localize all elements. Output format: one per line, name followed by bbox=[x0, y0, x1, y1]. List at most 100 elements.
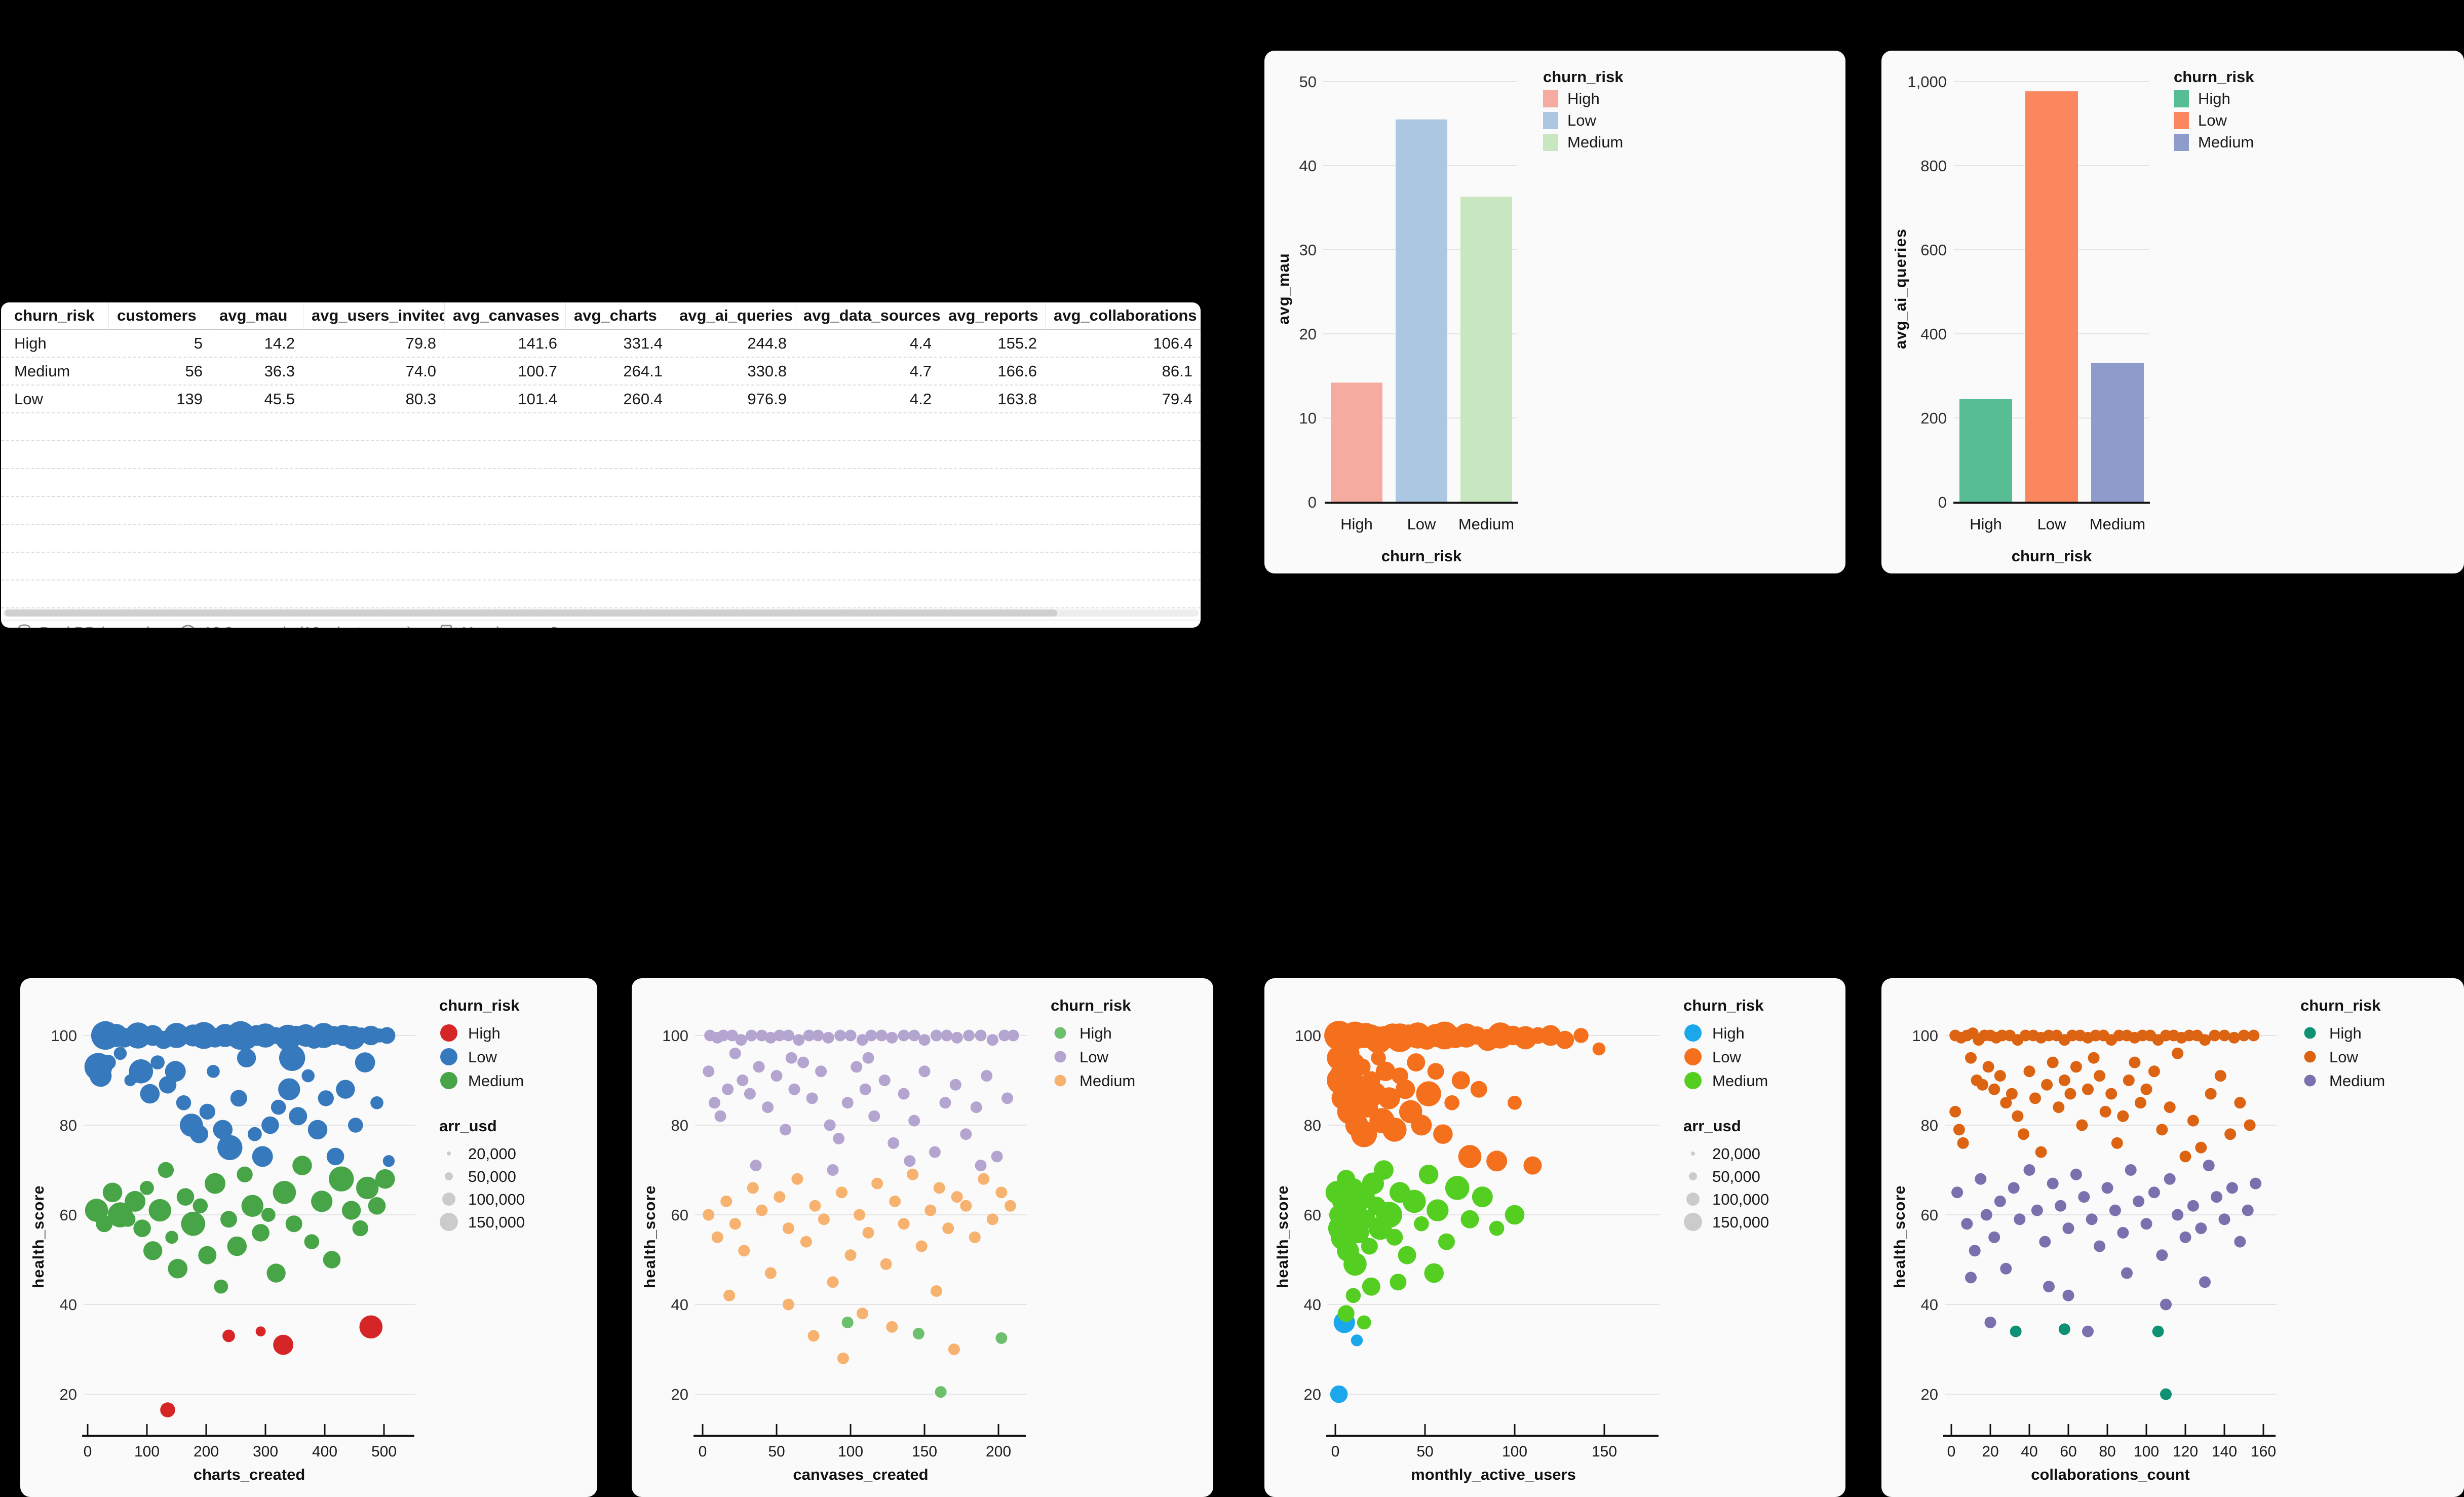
scatter-point-Medium[interactable] bbox=[2121, 1267, 2133, 1279]
scatter-point-Medium[interactable] bbox=[827, 1276, 839, 1288]
scatter-point-Low[interactable] bbox=[975, 1160, 987, 1172]
scatter-point-Low[interactable] bbox=[2218, 1029, 2230, 1042]
scatter-point-Medium[interactable] bbox=[273, 1181, 296, 1204]
bar-avg-mau[interactable]: 0 10 20 30 40 50 High Low Medium churn_risk avg_ma… bbox=[1264, 51, 1845, 573]
scatter-point-Low[interactable] bbox=[941, 1029, 953, 1042]
bar-avg-ai-queries[interactable]: 0 200 400 600 800 1,000 High Low Medium churn_ris… bbox=[1881, 51, 2464, 573]
scatter-point-Low[interactable] bbox=[125, 1022, 151, 1049]
scatter-point-Low[interactable] bbox=[1458, 1145, 1482, 1168]
scatter-point-Low[interactable] bbox=[908, 1115, 920, 1127]
scatter-point-Low[interactable] bbox=[248, 1127, 262, 1141]
scatter-point-Low[interactable] bbox=[279, 1045, 305, 1071]
scatter-point-Medium[interactable] bbox=[1988, 1231, 2000, 1243]
scatter-point-Medium[interactable] bbox=[220, 1211, 237, 1228]
scatter-point-Medium[interactable] bbox=[120, 1212, 136, 1227]
scatter-point-Medium[interactable] bbox=[2218, 1213, 2230, 1225]
scatter-point-Medium[interactable] bbox=[2199, 1276, 2211, 1288]
scatter-point-Medium[interactable] bbox=[2195, 1222, 2207, 1235]
legend-swatch-Low[interactable] bbox=[2174, 112, 2189, 129]
scatter-point-Low[interactable] bbox=[90, 1064, 112, 1087]
scatter-point-Medium[interactable] bbox=[854, 1209, 865, 1221]
scatter-point-Medium[interactable] bbox=[1975, 1173, 1987, 1185]
scatter-point-Medium[interactable] bbox=[1390, 1274, 1407, 1291]
scatter-point-Medium[interactable] bbox=[915, 1240, 928, 1252]
scatter-point-Low[interactable] bbox=[788, 1083, 800, 1095]
scatter-point-Low[interactable] bbox=[318, 1090, 334, 1106]
scatter-point-Medium[interactable] bbox=[1424, 1263, 1444, 1283]
scatter-point-Medium[interactable] bbox=[2023, 1164, 2035, 1176]
scatter-point-Medium[interactable] bbox=[836, 1186, 848, 1199]
scatter-point-Low[interactable] bbox=[986, 1034, 998, 1046]
legend-swatch-Medium[interactable] bbox=[1684, 1072, 1702, 1089]
scatter-point-Medium[interactable] bbox=[2094, 1240, 2106, 1252]
scatter-point-Low[interactable] bbox=[217, 1135, 243, 1160]
scatter-point-Low[interactable] bbox=[1540, 1025, 1561, 1046]
scatter-point-Low[interactable] bbox=[2205, 1088, 2217, 1100]
scatter-point-Low[interactable] bbox=[841, 1097, 854, 1109]
scatter-point-Medium[interactable] bbox=[889, 1195, 901, 1207]
legend-swatch-Low[interactable] bbox=[2304, 1051, 2316, 1063]
scatter-point-Medium[interactable] bbox=[871, 1177, 883, 1189]
scatter-point-Low[interactable] bbox=[918, 1065, 931, 1078]
scatter-point-High[interactable] bbox=[2160, 1388, 2172, 1400]
scatter-point-Low[interactable] bbox=[207, 1065, 220, 1078]
scatter-point-Medium[interactable] bbox=[1961, 1218, 1973, 1230]
scatter-point-Medium[interactable] bbox=[2039, 1236, 2051, 1248]
scatter-point-Low[interactable] bbox=[1395, 1079, 1415, 1099]
scatter-point-Medium[interactable] bbox=[782, 1222, 794, 1235]
scatter-point-Medium[interactable] bbox=[1969, 1245, 1981, 1257]
scatter-point-Low[interactable] bbox=[793, 1034, 805, 1046]
legend-swatch-High[interactable] bbox=[1684, 1024, 1702, 1042]
scatter-point-Medium[interactable] bbox=[181, 1211, 206, 1236]
scatter-point-Low[interactable] bbox=[729, 1047, 741, 1059]
scatter-point-Medium[interactable] bbox=[304, 1234, 320, 1249]
scatter-point-Medium[interactable] bbox=[2172, 1209, 2184, 1221]
scatter-point-Medium[interactable] bbox=[925, 1204, 937, 1216]
scatter-point-Low[interactable] bbox=[859, 1083, 871, 1095]
scatter-point-Medium[interactable] bbox=[2156, 1249, 2168, 1261]
scatter-point-Low[interactable] bbox=[261, 1116, 279, 1134]
scatter-point-Low[interactable] bbox=[878, 1074, 891, 1086]
scatter-point-Low[interactable] bbox=[868, 1110, 880, 1122]
scatter-point-Low[interactable] bbox=[2035, 1146, 2047, 1158]
scatter-point-Low[interactable] bbox=[2105, 1088, 2118, 1100]
scatter-point-Low[interactable] bbox=[382, 1155, 395, 1167]
scatter-point-Low[interactable] bbox=[213, 1120, 233, 1140]
legend-swatch-Medium[interactable] bbox=[2304, 1074, 2316, 1087]
scatter-point-Low[interactable] bbox=[981, 1070, 993, 1082]
scatter-point-Low[interactable] bbox=[1411, 1115, 1432, 1136]
scatter-point-Medium[interactable] bbox=[1361, 1238, 1378, 1255]
scatter-point-Medium[interactable] bbox=[862, 1226, 874, 1239]
scatter-point-Low[interactable] bbox=[176, 1095, 191, 1110]
scatter-point-Low[interactable] bbox=[2053, 1101, 2065, 1114]
scatter-point-Medium[interactable] bbox=[140, 1181, 154, 1195]
scatter-point-Low[interactable] bbox=[735, 1034, 747, 1046]
scatter-point-Medium[interactable] bbox=[711, 1231, 723, 1243]
scatter-point-Low[interactable] bbox=[2000, 1097, 2012, 1109]
scatter-point-Medium[interactable] bbox=[341, 1201, 361, 1220]
bar-High[interactable] bbox=[1331, 382, 1382, 502]
scatter-point-Low[interactable] bbox=[904, 1155, 916, 1167]
scatter-point-Low[interactable] bbox=[1592, 1042, 1606, 1056]
scatter-point-Low[interactable] bbox=[336, 1080, 355, 1099]
scatter-point-Medium[interactable] bbox=[1337, 1305, 1355, 1322]
scatter-point-Low[interactable] bbox=[1002, 1092, 1013, 1104]
scatter-point-Low[interactable] bbox=[951, 1031, 963, 1044]
scatter-point-Low[interactable] bbox=[963, 1029, 975, 1042]
scatter-point-Medium[interactable] bbox=[375, 1169, 395, 1189]
bar-Medium[interactable] bbox=[2091, 363, 2144, 502]
scatter-point-Low[interactable] bbox=[1486, 1150, 1508, 1172]
scatter-point-Low[interactable] bbox=[2134, 1097, 2146, 1109]
scatter-point-Medium[interactable] bbox=[198, 1246, 217, 1264]
table-row[interactable]: High 5 14.2 79.8 141.6 331.4 244.8 4.4 155.2 106.… bbox=[1, 330, 1201, 358]
scatter-point-High[interactable] bbox=[273, 1334, 293, 1355]
scatter-point-Medium[interactable] bbox=[1438, 1233, 1455, 1250]
scatter-point-Low[interactable] bbox=[833, 1133, 845, 1144]
scatter-point-Medium[interactable] bbox=[2101, 1182, 2113, 1194]
scatter-point-Medium[interactable] bbox=[782, 1298, 794, 1311]
scatter-point-Medium[interactable] bbox=[168, 1258, 188, 1279]
scatter-point-Medium[interactable] bbox=[791, 1173, 803, 1185]
scatter-point-Low[interactable] bbox=[2224, 1128, 2237, 1140]
scatter-point-Low[interactable] bbox=[2179, 1150, 2191, 1163]
scatter-point-Medium[interactable] bbox=[2226, 1182, 2238, 1194]
